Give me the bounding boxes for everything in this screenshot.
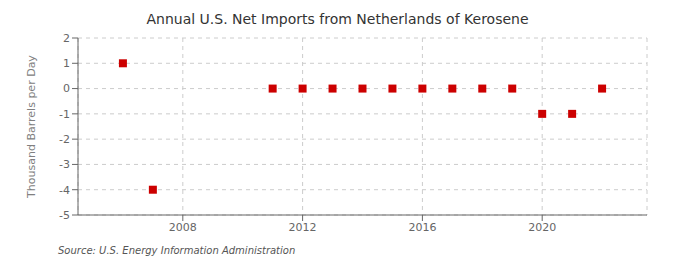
svg-text:2: 2 (63, 32, 70, 45)
svg-text:-4: -4 (59, 184, 70, 197)
html-text:Source: U.S. Energy Informatio: Source: U.S. Energy Information Administ… (58, 245, 296, 256)
svg-text:2008: 2008 (169, 221, 197, 234)
svg-text:0: 0 (63, 82, 70, 95)
svg-text:-2: -2 (59, 133, 70, 146)
svg-text:Thousand Barrels per Day: Thousand Barrels per Day (25, 55, 38, 199)
svg-text:2012: 2012 (289, 221, 317, 234)
svg-text:2016: 2016 (408, 221, 436, 234)
svg-text:1: 1 (63, 57, 70, 70)
svg-text:-3: -3 (59, 158, 70, 171)
html-text:Annual U.S. Net Imports from N: Annual U.S. Net Imports from Netherlands… (146, 11, 529, 27)
svg-text:-5: -5 (59, 209, 70, 222)
svg-text:2020: 2020 (528, 221, 556, 234)
svg-text:-1: -1 (59, 108, 70, 121)
